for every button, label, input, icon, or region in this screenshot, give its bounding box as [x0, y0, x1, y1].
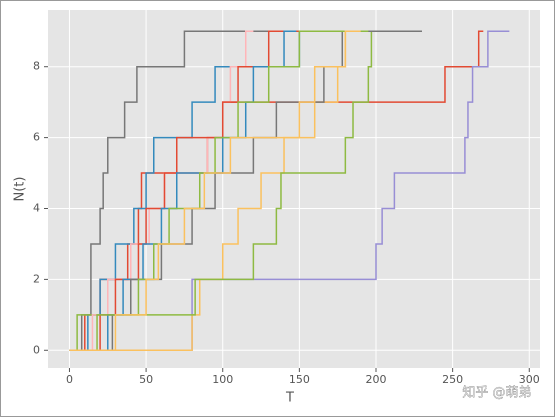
step-line	[69, 30, 361, 352]
x-tick-label: 50	[139, 373, 153, 386]
y-axis-label: N(t)	[13, 177, 28, 202]
step-line	[69, 30, 376, 352]
y-tick-label: 2	[33, 272, 40, 285]
y-tick-label: 8	[33, 60, 40, 73]
watermark: 知乎 @萌弟	[462, 385, 531, 401]
step-line	[69, 30, 315, 352]
step-line	[69, 30, 369, 352]
x-tick-label: 0	[66, 373, 73, 386]
step-line	[69, 30, 510, 352]
x-axis-label: T	[285, 391, 294, 406]
plot-area	[48, 10, 540, 368]
step-line	[69, 30, 297, 352]
x-tick-label: 300	[519, 373, 540, 386]
x-tick-label: 200	[366, 373, 387, 386]
y-tick-label: 4	[33, 201, 40, 214]
step-line	[69, 30, 315, 352]
y-tick-label: 0	[33, 343, 40, 356]
step-line	[69, 30, 369, 352]
x-tick-label: 150	[289, 373, 310, 386]
x-tick-label: 250	[442, 373, 463, 386]
y-tick-label: 6	[33, 131, 40, 144]
step-line	[69, 30, 422, 352]
x-tick-label: 100	[212, 373, 233, 386]
